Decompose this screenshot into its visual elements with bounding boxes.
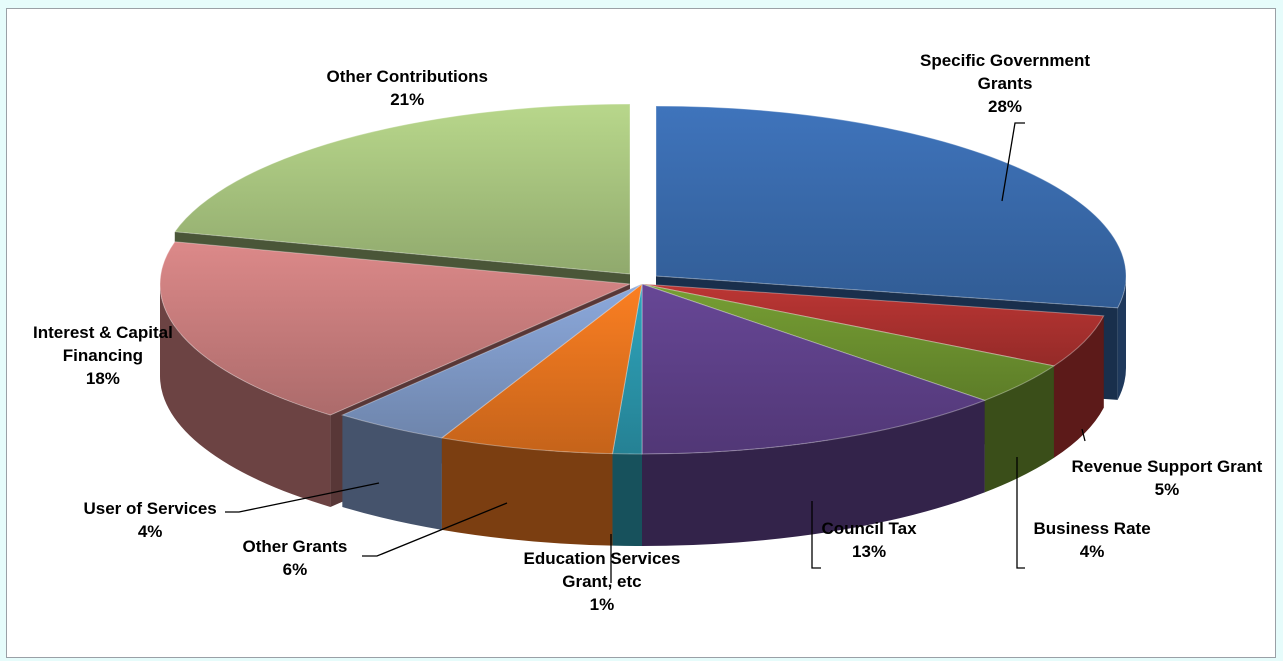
slice-other-contributions (173, 103, 631, 275)
data-label-percent: 1% (589, 595, 615, 614)
data-label-text: Business Rate (1033, 519, 1151, 538)
data-label-education-services-grant-etc: Education Services Grant, etc 1% (524, 547, 681, 616)
leader-line-specific-government-grants (1001, 122, 1025, 202)
leader-line-revenue-support-grant (1081, 428, 1086, 442)
data-label-text: Other Grants (242, 537, 348, 556)
data-label-interest-capital-financing: Interest & Capital Financing 18% (33, 321, 173, 390)
data-label-text: Other Contributions (326, 67, 488, 86)
slice-education-services-grant-etc (611, 283, 643, 455)
slice-tops (159, 103, 1127, 455)
slice-user-of-services (340, 283, 643, 439)
leader-line-council-tax (811, 501, 821, 569)
slice-side-interest-capital-financing (160, 284, 331, 507)
data-label-text: Council Tax (821, 519, 917, 538)
data-label-other-contributions: Other Contributions 21% (327, 65, 488, 111)
chart-frame: Specific Government Grants 28% Revenue Supp… (6, 8, 1276, 658)
data-label-text: Revenue Support Grant (1071, 457, 1263, 476)
data-label-council-tax: Council Tax 13% (822, 517, 917, 563)
data-label-text: Financing (62, 346, 144, 365)
slice-side-other-grants (441, 437, 613, 546)
data-label-percent: 13% (852, 542, 887, 561)
data-label-revenue-support-grant: Revenue Support Grant 5% (1072, 455, 1263, 501)
data-label-business-rate: Business Rate 4% (1034, 517, 1151, 563)
leader-lines (225, 122, 1086, 583)
slice-revenue-support-grant (641, 283, 1105, 367)
slice-specific-government-grants (655, 105, 1127, 309)
slice-side-user-of-services (342, 414, 442, 530)
slice-council-tax (641, 283, 987, 455)
slice-other-grants (440, 282, 643, 455)
data-label-text: Education Services (523, 549, 681, 568)
leader-line-business-rate (1016, 457, 1025, 569)
leader-line-user-of-services (225, 482, 380, 513)
data-label-text: Specific Government (920, 51, 1091, 70)
data-label-percent: 4% (1079, 542, 1105, 561)
data-label-specific-government-grants: Specific Government Grants 28% (920, 49, 1090, 118)
data-label-text: Grant, etc (562, 572, 642, 591)
data-label-text: Interest & Capital (33, 323, 173, 342)
data-label-percent: 4% (137, 522, 163, 541)
data-label-user-of-services: User of Services 4% (84, 497, 217, 543)
data-label-percent: 28% (988, 97, 1023, 116)
slice-side-specific-government-grants (1117, 276, 1126, 400)
data-label-percent: 18% (85, 369, 120, 388)
data-label-percent: 21% (390, 90, 425, 109)
data-label-percent: 6% (282, 560, 308, 579)
slice-interest-capital-financing (159, 241, 631, 416)
data-label-other-grants: Other Grants 6% (243, 535, 348, 581)
data-label-percent: 5% (1154, 480, 1180, 499)
data-label-text: User of Services (83, 499, 217, 518)
slice-side-revenue-support-grant (1053, 315, 1104, 458)
leader-line-other-grants (362, 502, 508, 557)
slice-side-education-services-grant-etc (612, 453, 642, 546)
slice-business-rate (641, 283, 1056, 401)
slice-side-council-tax (642, 400, 985, 546)
slice-side-business-rate (984, 365, 1054, 493)
pie-chart (159, 103, 1127, 583)
data-label-text: Grants (977, 74, 1033, 93)
